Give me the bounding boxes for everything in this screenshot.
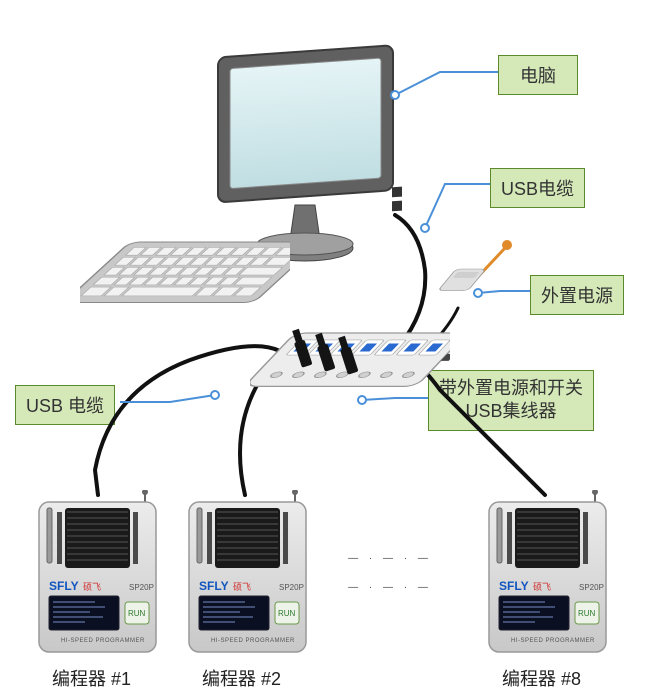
svg-text:硕飞: 硕飞 [533,582,551,592]
label-usb-hub: 带外置电源和开关 USB集线器 [428,370,594,431]
caption-programmer-8: 编程器 #8 [502,665,581,691]
label-computer: 电脑 [498,55,578,95]
label-text: USB 电缆 [26,396,104,416]
svg-text:SP20P: SP20P [279,583,304,592]
svg-text:HI-SPEED PROGRAMMER: HI-SPEED PROGRAMMER [61,638,145,644]
caption-programmer-1: 编程器 #1 [52,665,131,691]
svg-text:HI-SPEED PROGRAMMER: HI-SPEED PROGRAMMER [511,638,595,644]
brand-text: SFLY [49,579,79,593]
svg-text:SFLY: SFLY [499,579,529,593]
label-text: USB电缆 [501,179,574,199]
label-line-1: 带外置电源和开关 [439,377,583,400]
svg-text:SP20P: SP20P [129,583,154,592]
label-external-power: 外置电源 [530,275,624,315]
label-line-2: USB集线器 [439,400,583,423]
label-text: 外置电源 [541,286,613,306]
label-usb-cable-top: USB电缆 [490,168,585,208]
svg-text:HI-SPEED PROGRAMMER: HI-SPEED PROGRAMMER [211,638,295,644]
diagram-canvas: SFLY_SP20 [0,0,651,695]
svg-text:RUN: RUN [128,609,146,618]
svg-text:RUN: RUN [278,609,296,618]
label-usb-cable-left: USB 电缆 [15,385,115,425]
label-text: 电脑 [520,66,556,86]
ellipsis-indicator: — · — · — — · — · — [330,535,450,611]
svg-text:RUN: RUN [578,609,596,618]
svg-text:SFLY: SFLY [199,579,229,593]
programmer-2: SFLY 硕飞 SP20P RUN HI-SPEED PROGRAMMER [185,490,310,655]
svg-text:SP20P: SP20P [579,583,604,592]
svg-text:硕飞: 硕飞 [83,582,101,592]
programmer-1: SFLY 硕飞 SP20P RUN HI-SPEED PROGRAMMER [35,490,160,655]
programmer-8: SFLY 硕飞 SP20P RUN HI-SPEED PROGRAMMER [485,490,610,655]
svg-text:硕飞: 硕飞 [233,582,251,592]
caption-programmer-2: 编程器 #2 [202,665,281,691]
usb-hub [250,325,450,435]
external-power-adapter [438,265,493,320]
keyboard [80,232,290,332]
